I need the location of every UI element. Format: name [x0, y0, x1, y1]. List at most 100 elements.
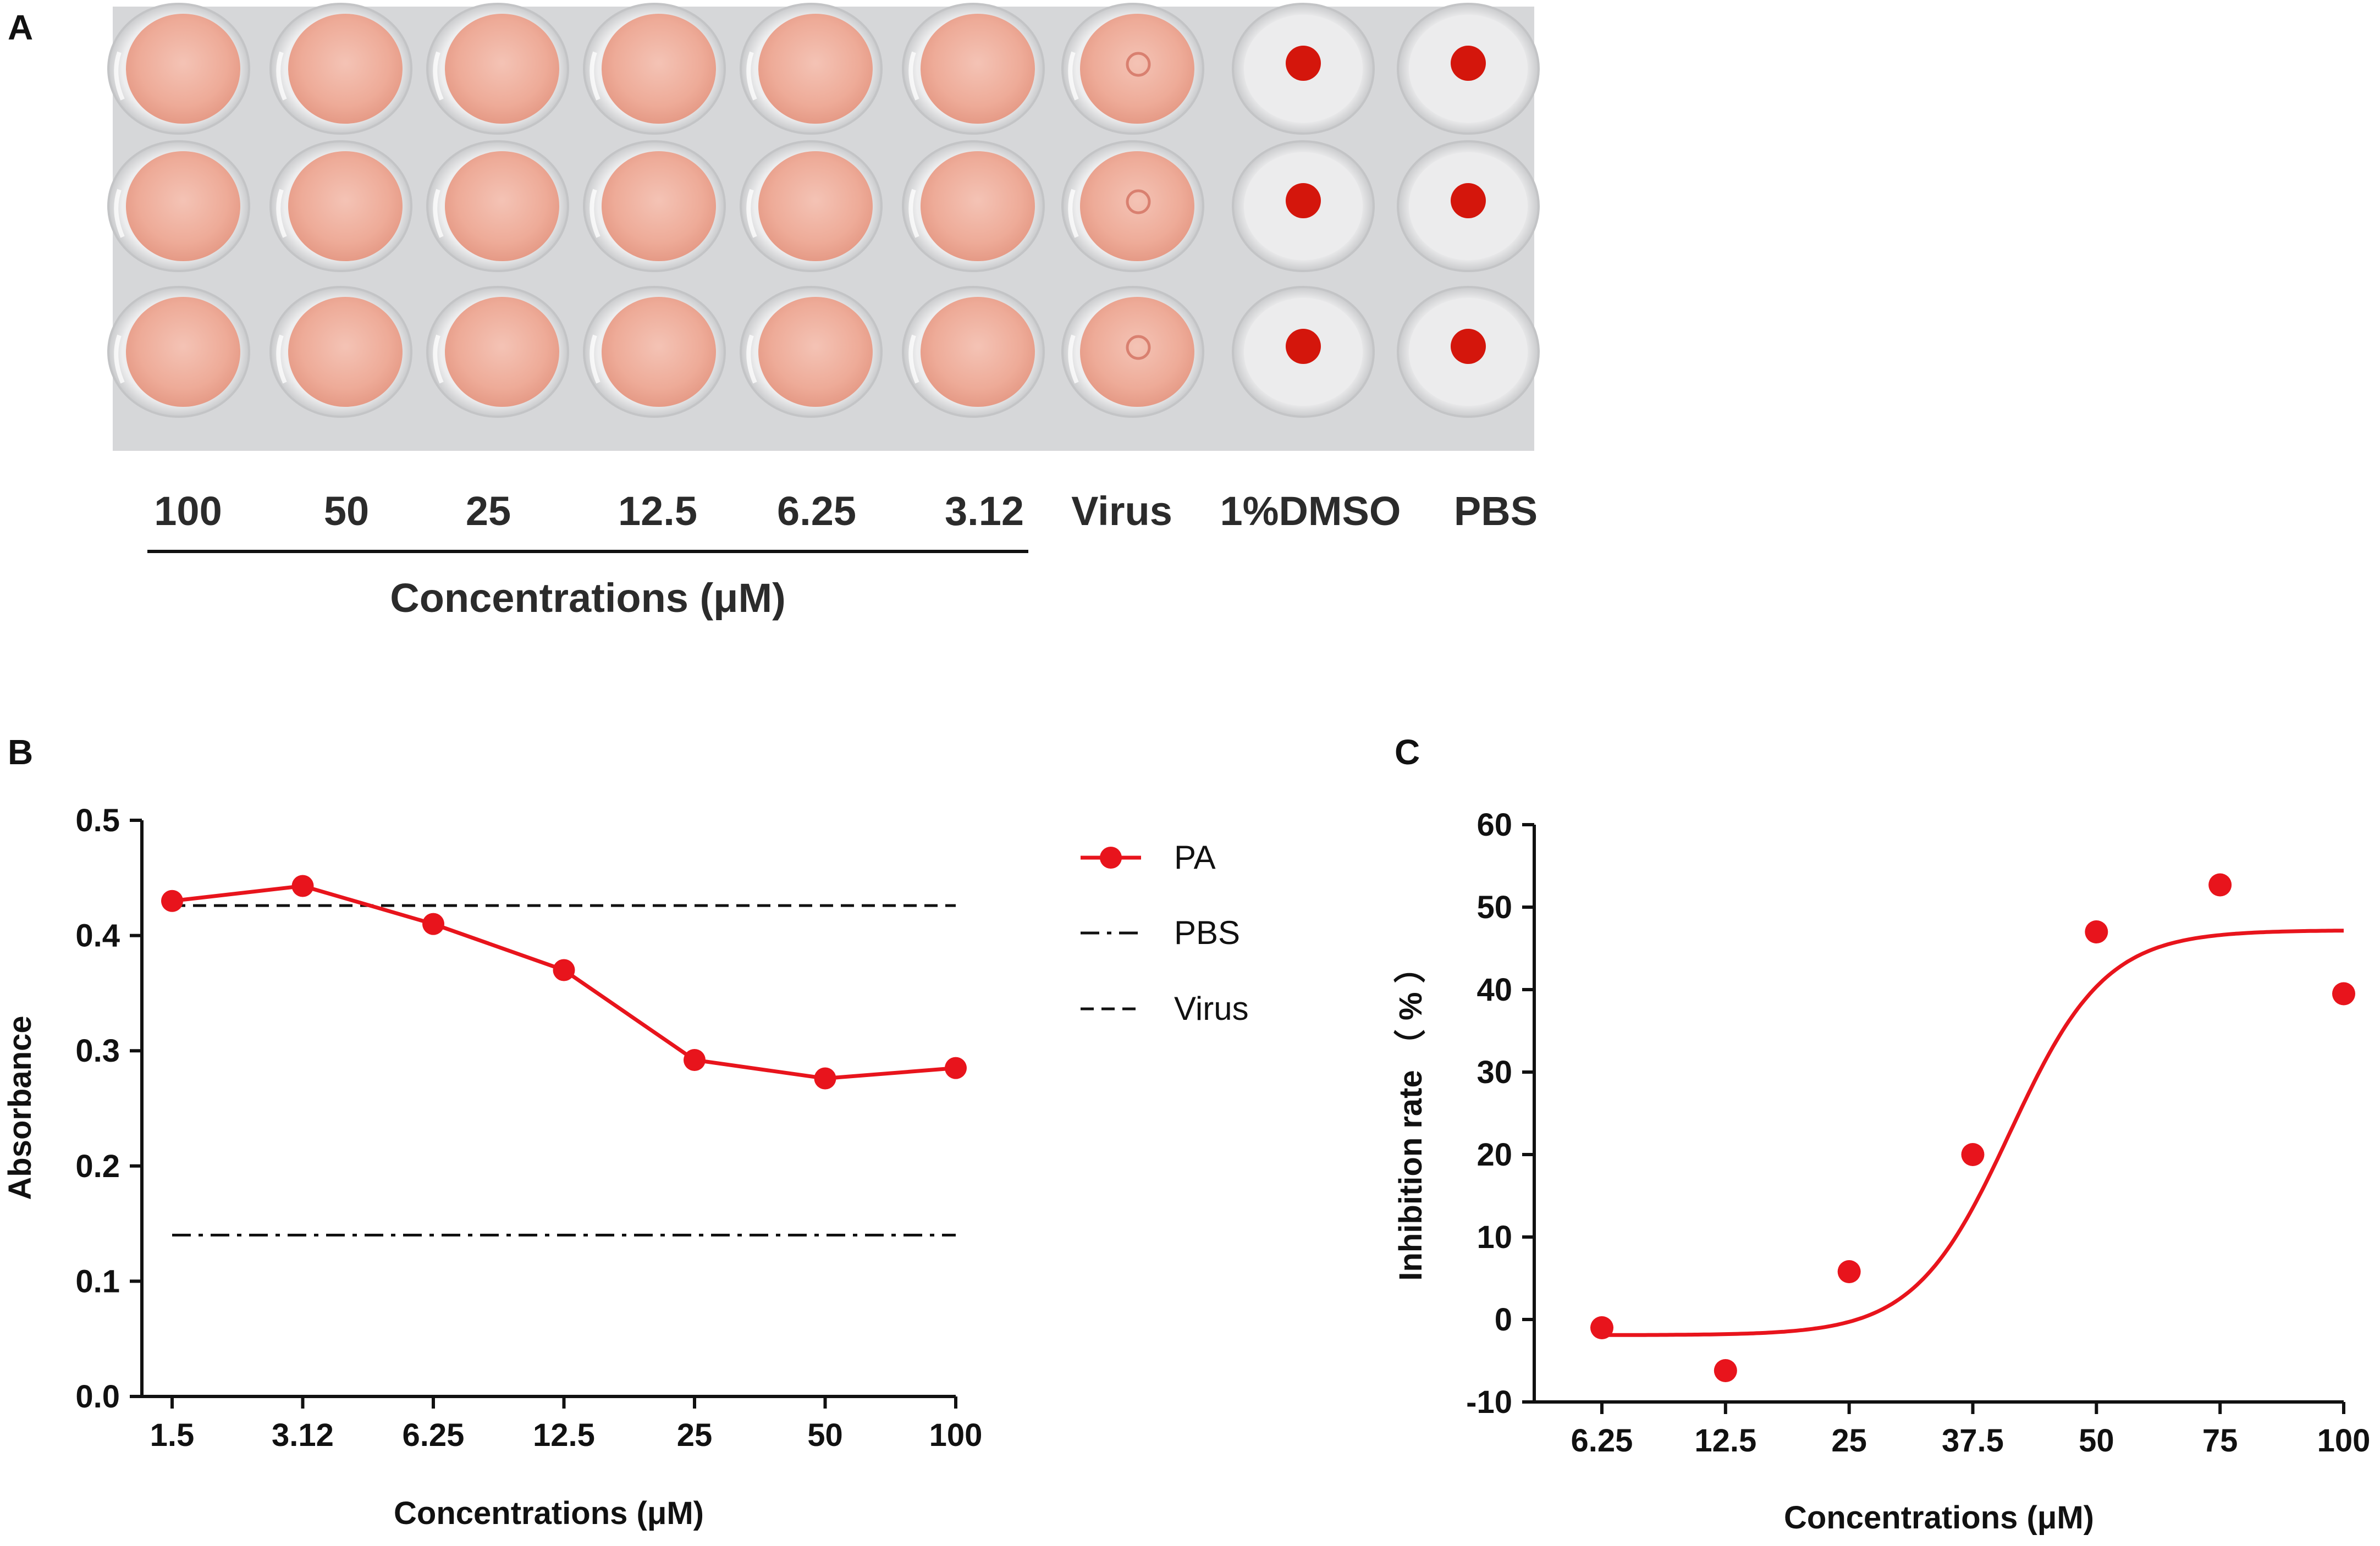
c-x-tick-label: 12.5 [1694, 1423, 1756, 1459]
well-highlight [276, 51, 287, 101]
well-fill [1080, 297, 1194, 407]
well-highlight [590, 51, 600, 101]
rbc-button [1286, 329, 1321, 364]
c-y-tick-label: 50 [1477, 890, 1512, 925]
well-fill [288, 297, 403, 407]
well-fill [445, 297, 559, 407]
panel-b-letter: B [8, 732, 33, 772]
well-fill [921, 14, 1035, 124]
b-y-tick-label: 0.4 [75, 918, 120, 954]
b-legend-marker-pa [1100, 847, 1122, 869]
well-fill [758, 14, 873, 124]
well-highlight [433, 51, 444, 101]
well-highlight [114, 189, 125, 238]
well-highlight [433, 334, 444, 384]
concentration-group-label: Concentrations (μM) [390, 575, 785, 621]
b-x-axis-title: Concentrations (μM) [394, 1495, 704, 1531]
well-grid [107, 3, 1540, 418]
b-x-tick-label: 12.5 [533, 1417, 595, 1453]
b-y-tick-label: 0.5 [75, 803, 120, 838]
well-highlight [114, 334, 125, 384]
well-fill [445, 14, 559, 124]
well-label-4: 6.25 [777, 488, 856, 534]
c-point-3 [1961, 1143, 1985, 1166]
panel-c-letter: C [1395, 732, 1420, 772]
well-fill [126, 151, 240, 261]
well-highlight [746, 189, 757, 238]
c-point-5 [2208, 873, 2232, 897]
well-label-2: 25 [466, 488, 511, 534]
c-y-tick-label: 40 [1477, 972, 1512, 1008]
well-label-3: 12.5 [618, 488, 697, 534]
well-labels: 100 50 25 12.5 6.25 3.12 Virus 1%DMSO PBS [154, 488, 1538, 534]
well-highlight [1068, 189, 1079, 238]
well-highlight [590, 189, 600, 238]
b-legend-label-pa: PA [1174, 839, 1216, 876]
well-fill [602, 151, 716, 261]
b-legend-label-pbs: PBS [1174, 914, 1240, 951]
b-x-tick-label: 1.5 [150, 1417, 195, 1453]
panel-c-chart: -10 0 10 20 30 40 50 60 6.25 12.5 25 37.5 50 75 100 Con… [1393, 807, 2370, 1536]
c-y-tick-label: -10 [1466, 1384, 1512, 1420]
b-point-pa-5 [814, 1067, 836, 1090]
well-fill [126, 14, 240, 124]
b-y-tick-label: 0.1 [75, 1263, 120, 1299]
c-y-tick-label: 10 [1477, 1219, 1512, 1255]
rbc-button [1451, 329, 1486, 364]
b-point-pa-1 [291, 875, 314, 897]
well-fill [126, 297, 240, 407]
well-highlight [114, 51, 125, 101]
well-label-8: PBS [1454, 488, 1538, 534]
rbc-button [1286, 46, 1321, 81]
b-x-tick-label: 100 [929, 1417, 983, 1453]
well-fill [921, 151, 1035, 261]
b-series-line-pa [172, 884, 956, 1081]
c-point-1 [1714, 1359, 1737, 1382]
well-label-7: 1%DMSO [1220, 488, 1401, 534]
well-highlight [1068, 334, 1079, 384]
c-y-axis-title: Inhibition rate （ % ） [1393, 951, 1429, 1280]
well-fill [758, 151, 873, 261]
c-fit-curve [1602, 929, 2344, 1337]
c-point-2 [1837, 1260, 1861, 1283]
b-y-tick-label: 0.0 [75, 1379, 120, 1415]
well-highlight [746, 51, 757, 101]
well-highlight [590, 334, 600, 384]
b-y-tick-label: 0.2 [75, 1149, 120, 1184]
b-x-tick-label: 6.25 [403, 1417, 465, 1453]
panel-b-chart: 0.0 0.1 0.2 0.3 0.4 0.5 1.5 3.12 6.25 12.5 25 50 100… [2, 803, 1249, 1531]
well-highlight [908, 51, 919, 101]
well-fill [758, 297, 873, 407]
well-label-0: 100 [154, 488, 222, 534]
b-point-pa-6 [945, 1057, 967, 1079]
well-fill [1080, 14, 1194, 124]
c-x-tick-label: 100 [2317, 1423, 2371, 1459]
well-fill [921, 297, 1035, 407]
c-y-tick-label: 30 [1477, 1054, 1512, 1090]
c-x-tick-label: 75 [2202, 1423, 2238, 1459]
b-x-tick-label: 3.12 [272, 1417, 334, 1453]
panel-a-letter: A [8, 8, 33, 47]
well-fill [288, 151, 403, 261]
well-highlight [276, 334, 287, 384]
well-center-ring [1126, 52, 1151, 77]
well-fill [445, 151, 559, 261]
c-y-tick-label: 0 [1495, 1302, 1512, 1338]
c-x-tick-label: 6.25 [1571, 1423, 1633, 1459]
c-y-tick-label: 60 [1477, 807, 1512, 843]
c-point-0 [1590, 1316, 1613, 1339]
b-point-pa-2 [422, 913, 444, 935]
well-fill [1080, 151, 1194, 261]
well-fill [288, 14, 403, 124]
well-highlight [276, 189, 287, 238]
b-x-tick-label: 25 [677, 1417, 713, 1453]
b-point-pa-0 [161, 890, 183, 912]
well-fill [602, 297, 716, 407]
c-x-axis-title: Concentrations (μM) [1784, 1500, 2094, 1536]
c-x-tick-label: 50 [2079, 1423, 2114, 1459]
panel-a: 100 50 25 12.5 6.25 3.12 Virus 1%DMSO PBS Concen… [107, 3, 1540, 621]
c-y-tick-label: 20 [1477, 1137, 1512, 1173]
b-legend-label-virus: Virus [1174, 990, 1249, 1027]
